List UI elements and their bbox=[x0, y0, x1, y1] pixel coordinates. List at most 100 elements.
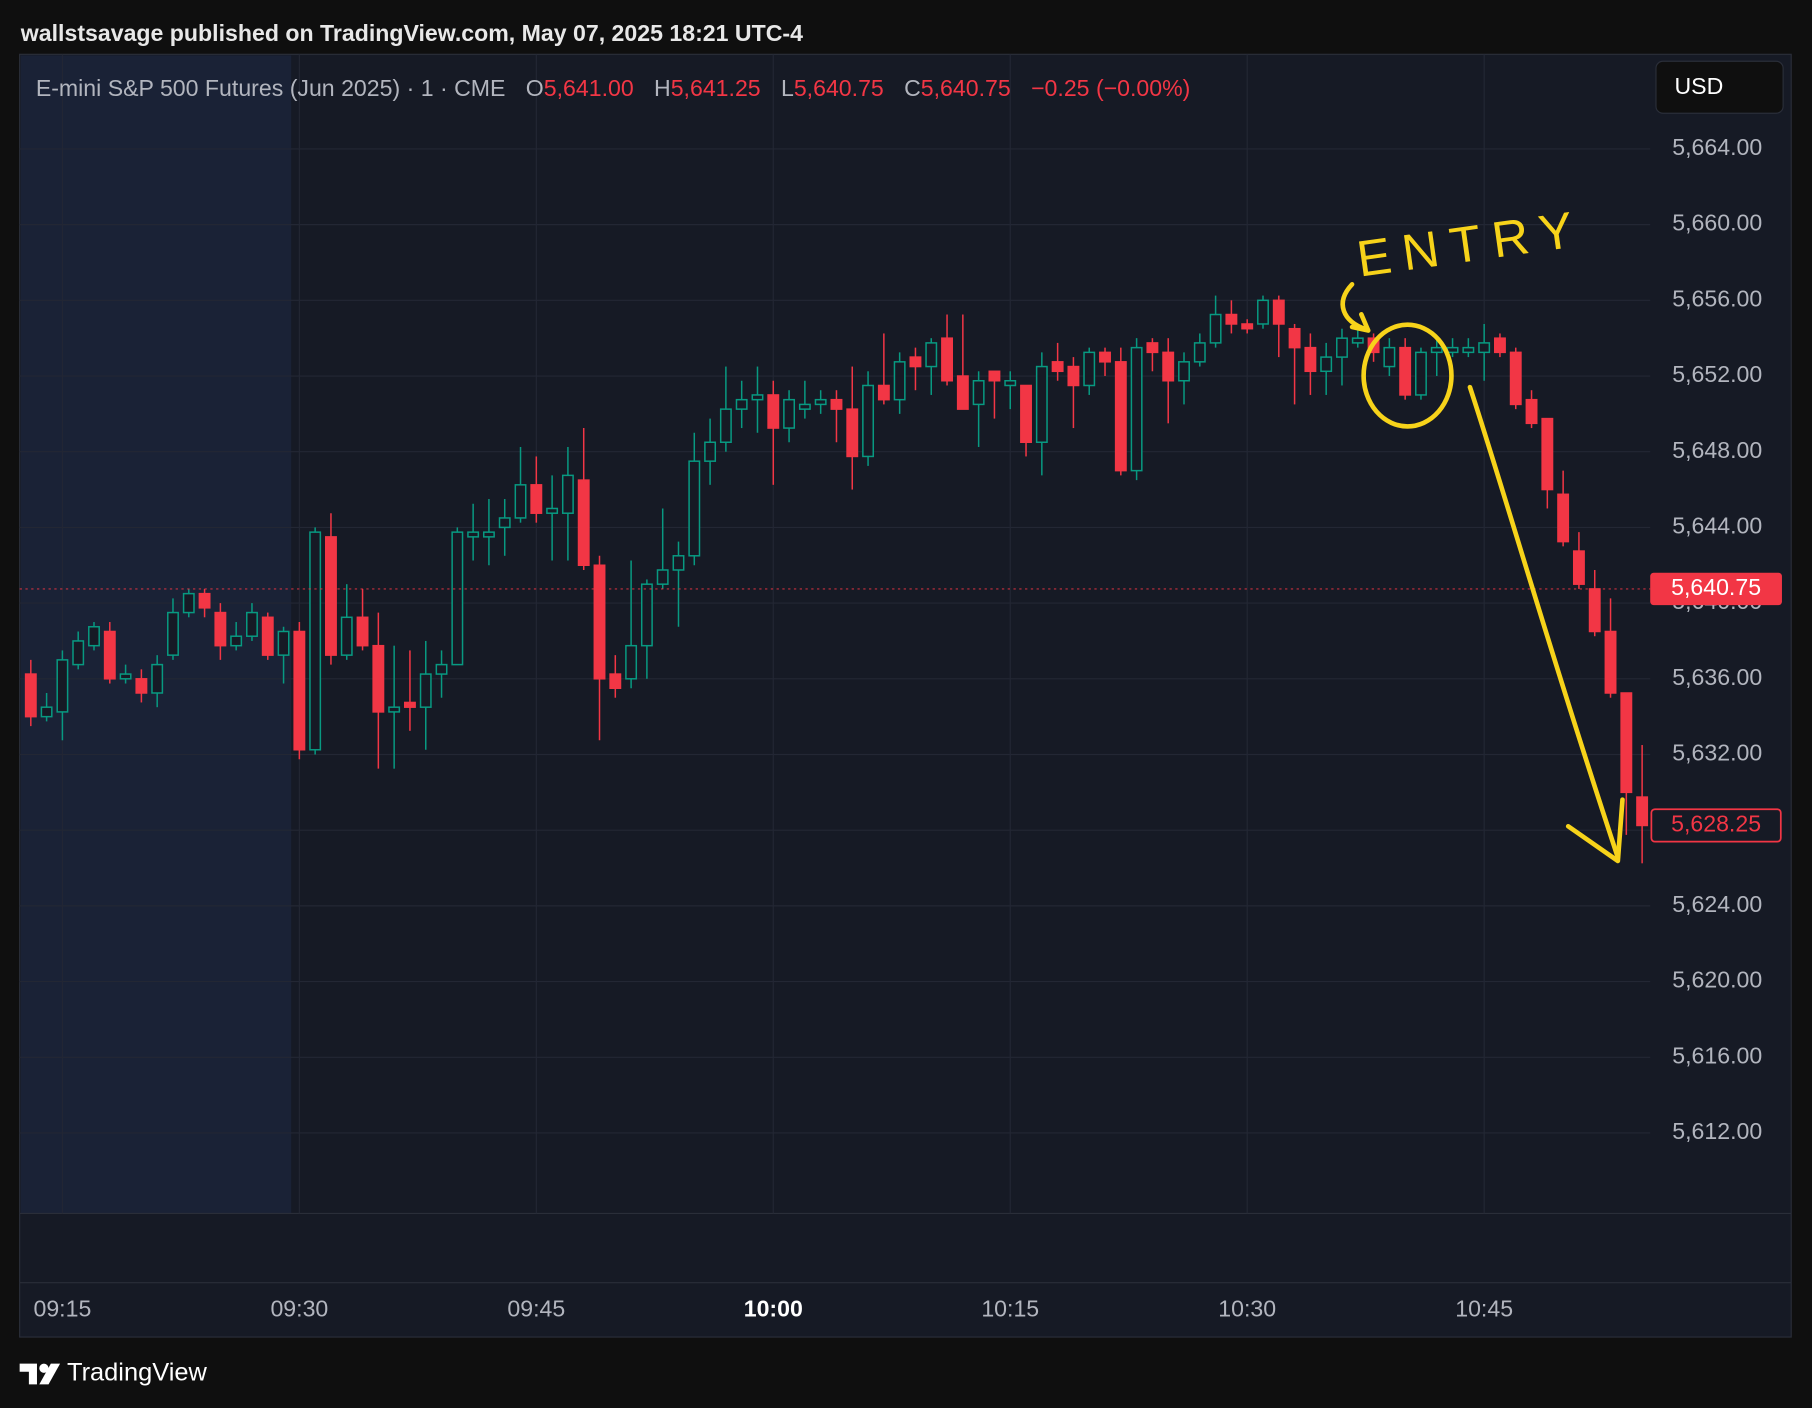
candle-body bbox=[988, 370, 1001, 382]
ohlc-key: C bbox=[904, 75, 921, 101]
candle-body bbox=[893, 361, 906, 401]
candle-body bbox=[246, 611, 258, 637]
brand-logo bbox=[19, 1363, 61, 1385]
candle-body bbox=[593, 564, 606, 680]
candle-body bbox=[909, 356, 922, 368]
candle-body bbox=[1193, 342, 1206, 363]
candle-body bbox=[435, 663, 448, 675]
candle-body bbox=[1004, 379, 1017, 387]
candle-body bbox=[735, 398, 748, 410]
candle-body bbox=[1225, 313, 1238, 325]
candle-body bbox=[167, 611, 179, 656]
candle-body bbox=[151, 663, 164, 694]
y-tick-label: 5,624.00 bbox=[1672, 891, 1762, 917]
plot bbox=[19, 54, 1651, 1214]
candle-body bbox=[1304, 346, 1317, 373]
y-tick-label: 5,620.00 bbox=[1672, 967, 1762, 993]
candle-body bbox=[1620, 692, 1633, 794]
candle-body bbox=[72, 640, 85, 666]
candle-body bbox=[830, 398, 843, 410]
candle-body bbox=[1478, 342, 1491, 354]
candle-body bbox=[1557, 493, 1570, 543]
candle-body bbox=[1241, 323, 1254, 330]
candle-body bbox=[88, 626, 100, 647]
candle-body bbox=[672, 555, 685, 571]
candle-body bbox=[1383, 346, 1396, 368]
candle-body bbox=[293, 630, 306, 751]
candle-body bbox=[403, 701, 416, 708]
candle-body bbox=[325, 536, 337, 656]
candle-body bbox=[956, 375, 969, 410]
candle-body bbox=[1209, 313, 1222, 344]
candle-body bbox=[277, 630, 290, 656]
candle-body bbox=[103, 630, 116, 680]
y-tick-label: 5,632.00 bbox=[1672, 740, 1762, 766]
currency-button[interactable] bbox=[1655, 60, 1784, 114]
candle-body bbox=[1636, 796, 1649, 827]
candle-body bbox=[1162, 351, 1175, 382]
candle-body bbox=[1415, 351, 1427, 396]
candle-body bbox=[751, 394, 764, 401]
candle-body bbox=[1399, 346, 1412, 396]
candle-body bbox=[482, 531, 495, 538]
candle-body bbox=[1336, 337, 1348, 358]
y-tick-label: 5,664.00 bbox=[1672, 134, 1762, 160]
candle-body bbox=[1430, 346, 1443, 354]
ohlc-key: H bbox=[654, 75, 671, 101]
candle-body bbox=[1146, 342, 1159, 354]
candle-body bbox=[451, 531, 464, 666]
last-price-label: 5,628.25 bbox=[1671, 811, 1761, 837]
candle-body bbox=[1067, 365, 1080, 387]
candle-body bbox=[1288, 327, 1301, 349]
candle-body bbox=[972, 379, 985, 406]
candle-body bbox=[40, 706, 53, 718]
candle-body bbox=[561, 474, 574, 514]
candle-body bbox=[214, 611, 227, 647]
candle-body bbox=[1509, 351, 1522, 406]
x-tick-label: 10:30 bbox=[1218, 1296, 1276, 1322]
candle-body bbox=[783, 398, 796, 429]
candle-body bbox=[546, 507, 559, 514]
publisher-line: wallstsavage published on TradingView.co… bbox=[20, 20, 803, 46]
change: −0.25 (−0.00%) bbox=[1031, 75, 1190, 101]
x-tick-label: 10:00 bbox=[744, 1296, 803, 1322]
y-tick-label: 5,656.00 bbox=[1672, 285, 1762, 311]
candle-body bbox=[1541, 417, 1554, 491]
y-tick-label: 5,648.00 bbox=[1672, 437, 1762, 463]
candle-body bbox=[862, 384, 875, 458]
x-tick-label: 10:45 bbox=[1455, 1296, 1513, 1322]
last-price-tag bbox=[1650, 808, 1782, 843]
candle-body bbox=[1114, 361, 1127, 472]
ohlc-key: L bbox=[781, 75, 794, 101]
currency-label[interactable]: USD bbox=[1674, 73, 1723, 99]
ohlc-value: 5,640.75 bbox=[794, 75, 884, 101]
candle-body bbox=[1051, 361, 1064, 373]
candle-body bbox=[1493, 337, 1506, 354]
candle-body bbox=[261, 616, 274, 656]
y-tick-label: 5,644.00 bbox=[1672, 513, 1762, 539]
candle-body bbox=[625, 644, 638, 680]
y-tick-label: 5,612.00 bbox=[1672, 1118, 1762, 1144]
entry-arrow bbox=[1340, 281, 1371, 333]
candle-body bbox=[24, 673, 37, 718]
legend: E-mini S&P 500 Futures (Jun 2025) · 1 · … bbox=[36, 75, 1191, 101]
candle-body bbox=[1020, 384, 1032, 444]
candle-body bbox=[577, 479, 590, 567]
ohlc-value: 5,640.75 bbox=[921, 75, 1011, 101]
candle-body bbox=[767, 394, 780, 429]
candle-body bbox=[1572, 550, 1585, 585]
candle-body bbox=[814, 398, 827, 406]
candle-body bbox=[798, 403, 811, 410]
candle-body bbox=[1130, 346, 1143, 472]
x-tick-label: 09:45 bbox=[507, 1296, 565, 1322]
candle-body bbox=[719, 408, 732, 444]
candle-body bbox=[1272, 299, 1285, 325]
candle-body bbox=[467, 531, 480, 538]
x-tick-label: 09:30 bbox=[270, 1296, 328, 1322]
candle-body bbox=[1035, 365, 1048, 444]
candle-body bbox=[925, 342, 938, 368]
candle-body bbox=[514, 484, 527, 519]
entry-circle bbox=[1361, 322, 1454, 429]
candle-body bbox=[356, 616, 369, 647]
